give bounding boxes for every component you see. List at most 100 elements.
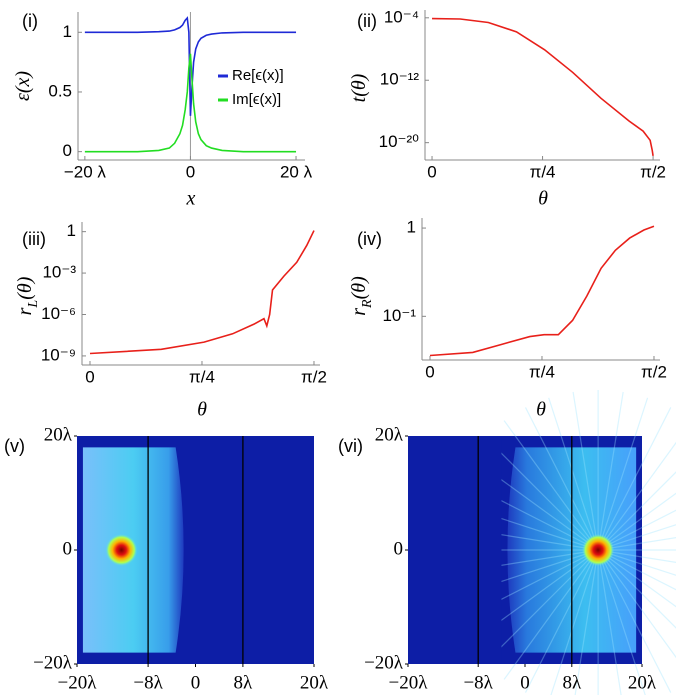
x-tick-label: π/4: [530, 162, 556, 181]
y-axis-label-part: L: [26, 300, 41, 309]
ray: [597, 549, 646, 695]
x-tick-label: 0: [425, 362, 434, 381]
y-axis-label: ε(x): [12, 71, 34, 101]
x-tick-label: 0: [191, 672, 201, 693]
y-tick-label: 10⁻⁹: [41, 345, 76, 364]
y-axis-label-part: t(θ): [348, 73, 370, 102]
y-tick-label: 1: [67, 221, 76, 240]
series-line: [84, 53, 297, 153]
ray: [597, 441, 676, 551]
series-line: [429, 225, 655, 357]
x-tick-label: π/2: [640, 162, 666, 181]
x-tick-label: π/2: [641, 362, 667, 381]
ray: [597, 549, 622, 695]
ray: [597, 492, 676, 551]
x-tick-label: 0: [520, 672, 530, 693]
ray-mask-left: [408, 436, 502, 664]
ray: [597, 509, 676, 551]
ray: [503, 420, 599, 551]
panel-label: (v): [4, 436, 25, 456]
x-tick-label: −8λ: [133, 672, 163, 693]
ray: [597, 549, 676, 659]
ray: [550, 549, 599, 695]
ray: [484, 549, 599, 664]
x-tick-label: π/4: [189, 367, 215, 386]
y-axis-label-part: ε(x): [12, 71, 34, 101]
y-axis-label: rL(θ): [14, 276, 41, 315]
x-tick-label: −20λ: [58, 672, 98, 693]
y-tick-label: 10⁻¹²: [380, 70, 420, 89]
legend-label: Im[ϵ(x)]: [232, 91, 281, 108]
y-tick-label: −20λ: [364, 652, 404, 673]
source: [582, 534, 615, 566]
legend-label: Re[ϵ(x)]: [232, 67, 284, 84]
ray: [548, 397, 599, 551]
y-tick-label: 20λ: [44, 424, 73, 445]
ray: [503, 549, 599, 680]
series-line: [84, 16, 297, 116]
y-tick-label: 0.5: [48, 81, 72, 100]
ray: [524, 549, 599, 693]
x-axis-label: θ: [538, 188, 548, 210]
y-tick-label: 10⁻¹: [382, 306, 416, 325]
x-tick-label: 20λ: [628, 672, 657, 693]
panel-label: (iv): [357, 229, 382, 249]
y-axis-label-part: (θ): [348, 276, 370, 299]
ray: [597, 407, 672, 551]
x-tick-label: 8λ: [562, 672, 582, 693]
x-tick-label: π/4: [529, 362, 555, 381]
ray: [597, 549, 676, 591]
source: [105, 534, 138, 566]
ray: [484, 436, 599, 551]
y-axis-label-part: (θ): [14, 276, 36, 299]
x-tick-label: 0: [186, 162, 195, 181]
y-tick-label: −20λ: [33, 652, 73, 673]
series-line: [89, 230, 315, 355]
ray: [597, 549, 672, 693]
y-tick-label: 10⁻²⁰: [379, 132, 420, 151]
series-line: [432, 17, 654, 157]
x-tick-label: π/2: [301, 367, 327, 386]
y-tick-label: 10⁻⁶: [41, 304, 76, 323]
x-axis-label: θ: [197, 399, 207, 421]
y-tick-label: 0: [63, 141, 72, 160]
ray: [572, 391, 599, 551]
ray: [598, 537, 676, 551]
panel-label: (iii): [22, 229, 46, 249]
y-axis-label-part: r: [14, 307, 36, 315]
x-tick-label: 8λ: [234, 672, 254, 693]
x-tick-label: 0: [427, 162, 436, 181]
ray: [597, 549, 676, 576]
ray: [597, 549, 676, 629]
y-tick-label: 0: [63, 538, 73, 559]
y-tick-label: 10⁻³: [42, 263, 76, 282]
ray: [597, 397, 649, 551]
y-tick-label: 0: [394, 538, 404, 559]
y-axis-label-part: R: [360, 299, 375, 309]
ray: [597, 391, 624, 551]
x-axis-label: x: [186, 188, 196, 210]
ray: [598, 549, 676, 563]
x-tick-label: 20λ: [300, 672, 329, 693]
ray: [524, 407, 599, 551]
y-tick-label: 20λ: [375, 424, 404, 445]
x-tick-label: −20λ: [389, 672, 429, 693]
y-tick-label: 1: [407, 218, 416, 237]
panel-label: (i): [22, 11, 38, 31]
y-axis-label: rR(θ): [348, 276, 375, 316]
x-axis-label: θ: [536, 399, 546, 421]
x-tick-label: 20 λ: [280, 162, 313, 181]
panel-label: (vi): [338, 436, 363, 456]
y-tick-label: 1: [63, 22, 72, 41]
ray: [597, 549, 676, 608]
y-tick-label: 10⁻⁴: [384, 7, 419, 26]
ray: [597, 524, 676, 551]
panel-label: (ii): [357, 11, 377, 31]
x-tick-label: −8λ: [463, 672, 493, 693]
y-axis-label-part: r: [348, 308, 370, 316]
x-tick-label: −20 λ: [64, 162, 107, 181]
x-tick-label: 0: [85, 367, 94, 386]
ray: [574, 549, 599, 695]
ray: [597, 471, 676, 551]
